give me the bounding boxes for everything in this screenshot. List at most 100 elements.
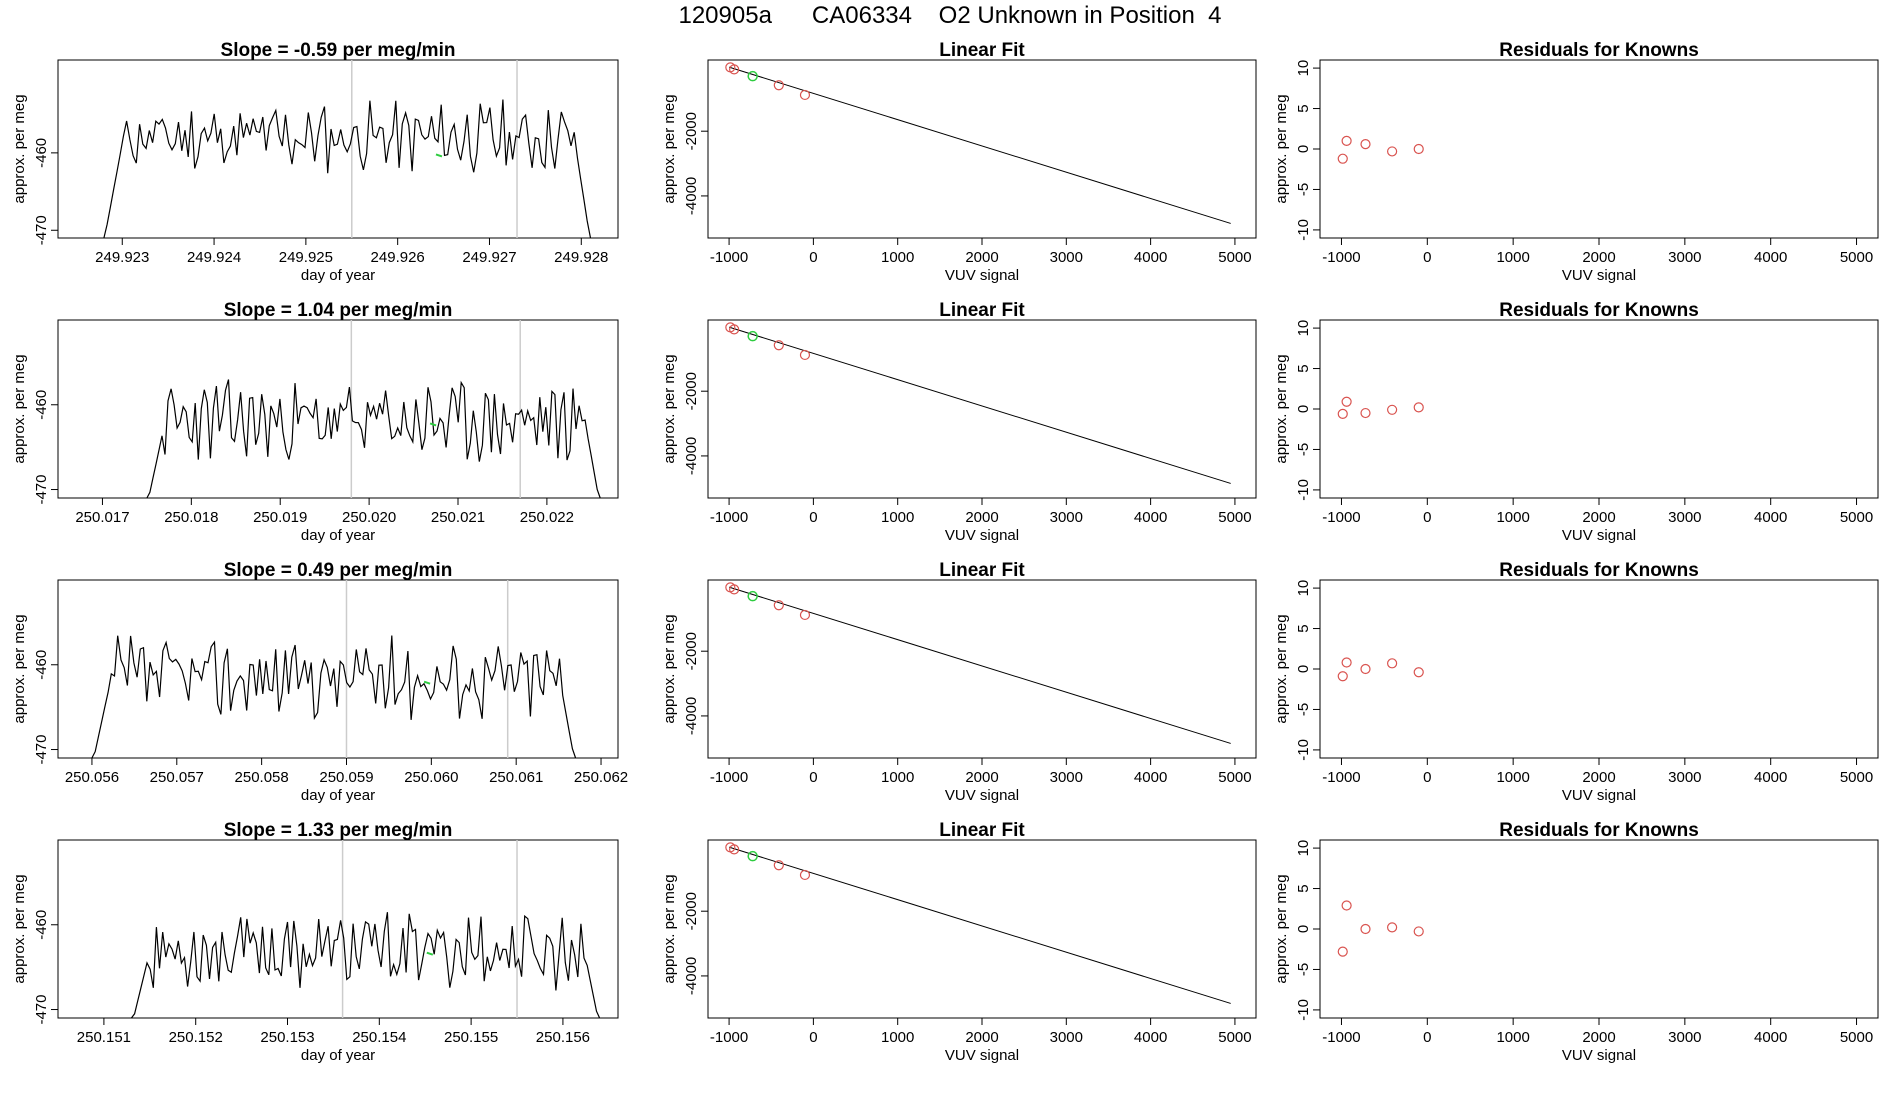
known-point bbox=[729, 844, 740, 855]
x-tick-label: 249.924 bbox=[187, 249, 241, 266]
x-tick-label: -1000 bbox=[1322, 249, 1360, 266]
x-tick-label: 250.057 bbox=[150, 769, 204, 786]
x-tick-label: 249.925 bbox=[279, 249, 333, 266]
x-tick-label: 3000 bbox=[1050, 249, 1083, 266]
x-tick-label: 1000 bbox=[881, 1029, 914, 1046]
known-point bbox=[799, 89, 811, 101]
y-tick-label: -470 bbox=[33, 995, 50, 1025]
fit-line bbox=[728, 326, 1231, 484]
y-axis-label: approx. per meg bbox=[661, 94, 678, 203]
signal-trace bbox=[91, 635, 577, 759]
known-point bbox=[1337, 408, 1348, 419]
known-point bbox=[1413, 143, 1424, 155]
known-point bbox=[1413, 402, 1424, 413]
known-point bbox=[1337, 946, 1348, 957]
x-tick-label: 5000 bbox=[1218, 769, 1251, 786]
plot-frame bbox=[1319, 579, 1879, 759]
x-axis-label: VUV signal bbox=[1562, 527, 1636, 544]
y-axis-label: approx. per meg bbox=[661, 354, 678, 463]
panel-title: Residuals for Knowns bbox=[1499, 40, 1699, 61]
x-tick-label: 3000 bbox=[1668, 509, 1701, 526]
known-point bbox=[799, 609, 811, 621]
fit-line bbox=[728, 846, 1231, 1004]
y-axis-label: approx. per meg bbox=[1273, 614, 1290, 723]
y-tick-label: -5 bbox=[1295, 443, 1312, 456]
unknown-segment bbox=[423, 680, 431, 685]
x-tick-label: 249.923 bbox=[95, 249, 149, 266]
x-tick-label: 4000 bbox=[1754, 769, 1787, 786]
y-axis-label: approx. per meg bbox=[661, 614, 678, 723]
x-tick-label: 249.927 bbox=[462, 249, 516, 266]
x-tick-label: -1000 bbox=[710, 769, 748, 786]
x-axis-label: day of year bbox=[301, 787, 375, 804]
x-tick-label: 2000 bbox=[1582, 509, 1615, 526]
known-point bbox=[799, 869, 811, 881]
known-point bbox=[1387, 146, 1398, 157]
known-point bbox=[1360, 663, 1371, 675]
y-tick-label: -4000 bbox=[683, 437, 700, 475]
x-tick-label: 250.062 bbox=[574, 769, 628, 786]
panel-title: Residuals for Knowns bbox=[1499, 300, 1699, 321]
x-tick-label: 4000 bbox=[1754, 509, 1787, 526]
x-tick-label: 250.022 bbox=[520, 509, 574, 526]
y-tick-label: -2000 bbox=[683, 892, 700, 930]
x-tick-label: 5000 bbox=[1840, 769, 1873, 786]
known-point bbox=[1341, 396, 1352, 407]
x-tick-label: 5000 bbox=[1218, 509, 1251, 526]
x-tick-label: 250.155 bbox=[444, 1029, 498, 1046]
y-tick-label: -460 bbox=[33, 910, 50, 940]
y-axis-label: approx. per meg bbox=[1273, 874, 1290, 983]
x-tick-label: 5000 bbox=[1218, 249, 1251, 266]
x-tick-label: 2000 bbox=[1582, 249, 1615, 266]
y-tick-label: -10 bbox=[1295, 479, 1312, 501]
y-tick-label: 0 bbox=[1295, 665, 1312, 673]
y-axis-label: approx. per meg bbox=[661, 874, 678, 983]
x-axis-label: VUV signal bbox=[945, 527, 1019, 544]
x-tick-label: 249.928 bbox=[554, 249, 608, 266]
x-tick-label: 0 bbox=[1423, 1029, 1431, 1046]
plot-frame bbox=[707, 839, 1257, 1019]
x-axis-label: VUV signal bbox=[1562, 787, 1636, 804]
y-tick-label: -4000 bbox=[683, 697, 700, 735]
x-tick-label: 5000 bbox=[1840, 509, 1873, 526]
panel-title: Slope = 0.49 per meg/min bbox=[224, 560, 453, 581]
x-tick-label: 1000 bbox=[881, 249, 914, 266]
known-point bbox=[773, 860, 784, 871]
x-tick-label: 250.154 bbox=[352, 1029, 406, 1046]
x-tick-label: 2000 bbox=[1582, 1029, 1615, 1046]
plot-frame bbox=[57, 579, 619, 759]
y-tick-label: -10 bbox=[1295, 999, 1312, 1021]
y-tick-label: -460 bbox=[33, 650, 50, 680]
x-tick-label: 250.021 bbox=[431, 509, 485, 526]
y-axis-label: approx. per meg bbox=[1273, 354, 1290, 463]
x-axis-label: VUV signal bbox=[945, 787, 1019, 804]
known-point bbox=[1341, 135, 1352, 147]
panel-title: Linear Fit bbox=[939, 820, 1025, 841]
y-axis-label: approx. per meg bbox=[11, 94, 28, 203]
y-tick-label: -2000 bbox=[683, 112, 700, 150]
known-point bbox=[729, 324, 740, 335]
x-tick-label: 250.061 bbox=[489, 769, 543, 786]
y-tick-label: -2000 bbox=[683, 632, 700, 670]
x-tick-label: -1000 bbox=[1322, 769, 1360, 786]
y-axis-label: approx. per meg bbox=[11, 614, 28, 723]
x-tick-label: 250.059 bbox=[319, 769, 373, 786]
unknown-point bbox=[747, 330, 758, 342]
panel-title: Residuals for Knowns bbox=[1499, 560, 1699, 581]
x-tick-label: 1000 bbox=[1496, 509, 1529, 526]
unknown-segment bbox=[435, 153, 443, 158]
x-tick-label: -1000 bbox=[1322, 509, 1360, 526]
y-tick-label: 10 bbox=[1295, 840, 1312, 857]
plot-frame bbox=[707, 59, 1257, 239]
plot-frame bbox=[57, 319, 619, 499]
y-axis-label: approx. per meg bbox=[11, 874, 28, 983]
known-point bbox=[1413, 667, 1424, 678]
y-tick-label: 0 bbox=[1295, 405, 1312, 413]
x-tick-label: 0 bbox=[809, 769, 817, 786]
x-tick-label: 3000 bbox=[1668, 249, 1701, 266]
x-axis-label: day of year bbox=[301, 1047, 375, 1064]
unknown-point bbox=[747, 70, 758, 82]
x-tick-label: 4000 bbox=[1134, 769, 1167, 786]
x-tick-label: -1000 bbox=[710, 249, 748, 266]
